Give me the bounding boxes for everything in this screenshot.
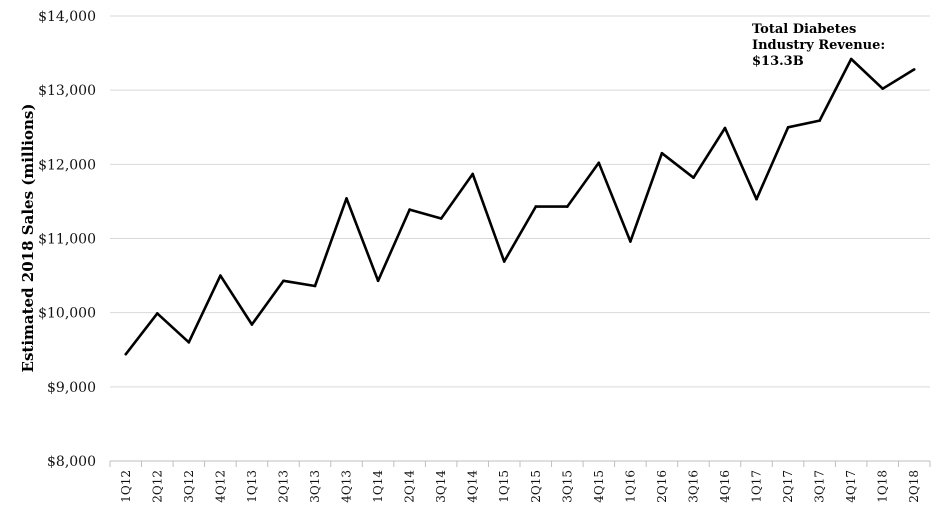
data-point bbox=[282, 279, 285, 283]
x-tick-label: 2Q17 bbox=[781, 470, 795, 503]
data-point bbox=[881, 87, 884, 90]
data-point bbox=[597, 161, 601, 165]
series-line-revenue bbox=[124, 57, 915, 355]
y-tick-label: $9,000 bbox=[47, 380, 96, 396]
data-point bbox=[755, 197, 758, 201]
data-point bbox=[502, 260, 506, 263]
annotation-line-3: $13.3B bbox=[752, 54, 804, 69]
x-tick-label: 3Q17 bbox=[813, 470, 827, 503]
x-tick-label: 2Q13 bbox=[276, 470, 290, 503]
x-tick-label: 1Q16 bbox=[623, 470, 637, 503]
data-point bbox=[376, 279, 380, 283]
x-tick-label: 2Q14 bbox=[403, 470, 417, 503]
x-tick-label: 1Q14 bbox=[371, 470, 385, 503]
y-tick-label: $14,000 bbox=[38, 9, 96, 25]
data-point bbox=[313, 284, 317, 288]
x-tick-label: 2Q12 bbox=[150, 470, 164, 503]
x-tick-label: 3Q13 bbox=[308, 470, 322, 503]
data-point bbox=[692, 176, 695, 179]
data-point bbox=[786, 125, 790, 129]
data-point bbox=[818, 119, 821, 122]
data-point bbox=[660, 151, 664, 155]
x-tick-label: 3Q14 bbox=[434, 470, 448, 503]
x-tick-label: 4Q17 bbox=[844, 470, 858, 503]
data-point bbox=[629, 240, 632, 243]
x-tick-label: 2Q18 bbox=[907, 470, 921, 503]
data-point bbox=[187, 341, 191, 344]
data-point bbox=[250, 323, 254, 326]
y-tick-label: $13,000 bbox=[38, 83, 96, 99]
data-point bbox=[345, 197, 348, 200]
y-tick-label: $11,000 bbox=[38, 232, 96, 248]
x-tick-label: 4Q13 bbox=[340, 470, 354, 503]
x-tick-label: 2Q15 bbox=[529, 470, 543, 503]
series-layer bbox=[124, 57, 916, 356]
x-tick-label: 4Q15 bbox=[592, 470, 606, 503]
x-tick-label: 1Q12 bbox=[119, 470, 133, 503]
x-tick-label: 1Q15 bbox=[497, 470, 511, 503]
x-tick-label: 4Q12 bbox=[213, 470, 227, 503]
x-axis-tick-labels: 1Q12 2Q12 3Q12 4Q12 1Q13 2Q13 3Q13 4Q13 1Q14 2Q14… bbox=[119, 470, 921, 503]
x-tick-label: 4Q16 bbox=[718, 470, 732, 503]
annotation-line-2: Industry Revenue: bbox=[752, 38, 885, 53]
y-axis-tick-labels: $8,000 $9,000 $10,000 $11,000 $12,000 $13,000… bbox=[38, 9, 96, 470]
y-tick-label: $8,000 bbox=[47, 454, 96, 470]
annotation-line-1: Total Diabetes bbox=[752, 22, 856, 37]
y-tick-label: $12,000 bbox=[38, 157, 96, 173]
data-point bbox=[566, 205, 569, 208]
data-point bbox=[912, 68, 916, 71]
x-tick-label: 3Q15 bbox=[560, 470, 574, 503]
x-tick-label: 1Q13 bbox=[245, 470, 259, 503]
data-point bbox=[124, 352, 128, 356]
data-point bbox=[219, 274, 222, 277]
x-tick-label: 3Q12 bbox=[182, 470, 196, 503]
data-point bbox=[534, 205, 538, 208]
data-point bbox=[439, 217, 443, 220]
annotation-total-revenue: Total Diabetes Industry Revenue: $13.3B bbox=[752, 22, 890, 69]
data-point bbox=[156, 312, 159, 315]
data-point bbox=[723, 126, 727, 130]
x-tick-label: 2Q16 bbox=[655, 470, 669, 503]
x-tick-label: 3Q16 bbox=[686, 470, 700, 503]
gridlines bbox=[109, 15, 931, 467]
x-tick-label: 4Q14 bbox=[466, 470, 480, 503]
data-point bbox=[849, 57, 853, 61]
x-tick-label: 1Q18 bbox=[876, 470, 890, 503]
x-tick-label: 1Q17 bbox=[750, 470, 764, 503]
data-point bbox=[471, 172, 474, 176]
data-point bbox=[408, 208, 411, 211]
y-axis-title: Estimated 2018 Sales (millions) bbox=[19, 104, 37, 373]
y-tick-label: $10,000 bbox=[38, 306, 96, 322]
